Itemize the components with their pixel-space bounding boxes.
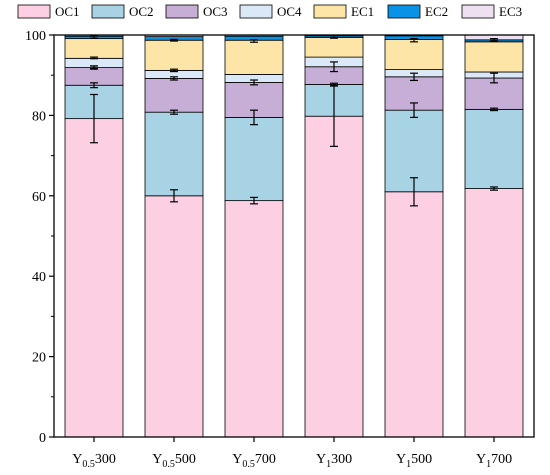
bar-segment-oc1 (64, 118, 124, 438)
legend-swatch (165, 4, 199, 19)
bar-stack-2 (224, 34, 284, 438)
y-tick-label: 0 (39, 431, 46, 446)
legend-label: OC1 (55, 4, 80, 19)
bar-segment-ec1 (144, 39, 204, 71)
error-bar-oc2 (330, 82, 338, 87)
bar-stack-1 (144, 34, 204, 438)
bar-segment-oc1 (144, 195, 204, 438)
error-bar-oc2 (410, 102, 418, 119)
error-bar-oc1 (90, 93, 98, 144)
bar-stack-0 (64, 34, 124, 438)
legend: OC1 OC2 OC3 OC4 EC1 EC2 EC3 (17, 4, 522, 19)
bar-segment-oc2 (464, 108, 524, 189)
y-tick-label: 20 (32, 351, 46, 366)
error-bar-oc3 (490, 72, 498, 84)
plot-frame (53, 34, 535, 438)
legend-item-ec2: EC2 (387, 4, 448, 19)
error-bar (90, 56, 98, 60)
error-bar-oc1 (170, 189, 178, 203)
bar-segment-oc3 (144, 78, 204, 113)
error-bar (170, 68, 178, 73)
error-bar-oc3 (410, 72, 418, 82)
error-bar (490, 38, 498, 42)
bar-segment-ec1 (224, 39, 284, 75)
bar-segment-ec1 (464, 41, 524, 73)
y-tick-label: 40 (32, 270, 46, 285)
error-bar-oc1 (410, 177, 418, 207)
x-tick-label: Y0.5500 (152, 452, 196, 470)
error-bar-oc1 (490, 186, 498, 191)
error-bar-oc1 (250, 196, 258, 205)
y-tick-label: 60 (32, 190, 46, 205)
axes: 0 20 40 60 80 100 Y0.5300 Y0.5500 Y0.5700 Y1300 Y1… (25, 29, 535, 470)
bar-segment-oc2 (224, 117, 284, 202)
x-tick-label: Y1700 (476, 452, 512, 470)
bar-segment-oc1 (384, 191, 444, 438)
legend-swatch (91, 4, 125, 19)
error-bar-oc3 (250, 79, 258, 86)
bars (64, 34, 524, 438)
error-bar (410, 38, 418, 43)
error-bar (250, 39, 258, 43)
legend-label: EC2 (425, 4, 448, 19)
legend-label: OC4 (277, 4, 302, 19)
error-bar (330, 35, 338, 39)
legend-swatch (313, 4, 347, 19)
bar-segment-ec1 (384, 39, 444, 70)
bar-stack-4 (384, 34, 444, 438)
legend-item-oc2: OC2 (91, 4, 154, 19)
error-bar-oc3 (170, 76, 178, 81)
error-bar (90, 35, 98, 39)
x-tick-label: Y1300 (316, 452, 352, 470)
legend-swatch (461, 4, 495, 19)
bar-segment-oc2 (144, 111, 204, 197)
legend-swatch (239, 4, 273, 19)
error-bar-oc2 (90, 82, 98, 89)
legend-label: OC2 (129, 4, 154, 19)
legend-label: EC3 (499, 4, 522, 19)
error-bar (90, 65, 98, 69)
error-bar-oc3 (330, 61, 338, 73)
error-bar-oc2 (490, 107, 498, 112)
error-bar-oc2 (250, 109, 258, 126)
error-bar (170, 38, 178, 42)
x-tick-label: Y0.5300 (72, 452, 116, 470)
x-tick-label: Y0.5700 (232, 452, 276, 470)
y-tick-label: 100 (25, 29, 46, 44)
legend-swatch (17, 4, 51, 19)
bar-segment-oc1 (224, 200, 284, 438)
legend-item-oc1: OC1 (17, 4, 80, 19)
legend-label: EC1 (351, 4, 374, 19)
legend-label: OC3 (203, 4, 228, 19)
error-bars (90, 35, 498, 207)
legend-item-oc3: OC3 (165, 4, 228, 19)
bar-segment-oc1 (304, 115, 364, 438)
bar-segment-oc1 (464, 188, 524, 438)
bar-segment-ec1 (64, 38, 124, 59)
legend-swatch (387, 4, 421, 19)
y-tick-label: 80 (32, 109, 46, 124)
legend-item-ec3: EC3 (461, 4, 522, 19)
legend-item-ec1: EC1 (313, 4, 374, 19)
x-tick-label: Y1500 (396, 452, 432, 470)
error-bar-oc2 (170, 109, 178, 115)
bar-stack-5 (464, 34, 524, 438)
legend-item-oc4: OC4 (239, 4, 302, 19)
bar-segment-ec1 (304, 37, 364, 58)
